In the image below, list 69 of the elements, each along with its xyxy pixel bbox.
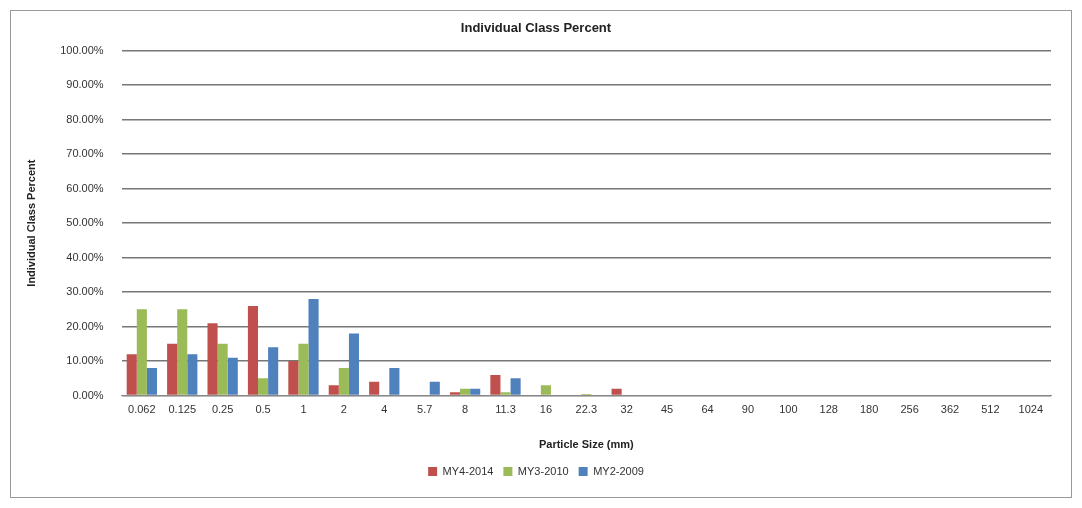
- bar: [177, 309, 188, 395]
- x-tick-label: 362: [940, 403, 960, 416]
- y-tick-label: 70.00%: [66, 147, 104, 160]
- bar: [126, 354, 137, 395]
- legend-label: MY4-2014: [442, 464, 494, 477]
- bar: [470, 388, 481, 395]
- x-tick-label: 0.125: [168, 403, 196, 416]
- x-tick-label: 2: [340, 403, 347, 416]
- x-axis-title: Particle Size (mm): [538, 438, 635, 451]
- y-tick-label: 100.00%: [60, 43, 104, 56]
- x-tick-label: 0.5: [255, 403, 271, 416]
- x-tick-label: 32: [620, 403, 633, 416]
- y-axis-title: Individual Class Percent: [24, 159, 37, 287]
- bar: [460, 388, 471, 395]
- y-tick-label: 90.00%: [66, 78, 104, 91]
- y-tick-label: 50.00%: [66, 216, 104, 229]
- x-tick-label: 64: [701, 403, 714, 416]
- bar: [611, 388, 622, 395]
- x-tick-label: 180: [859, 403, 879, 416]
- bar: [369, 381, 380, 395]
- y-tick-label: 80.00%: [66, 112, 104, 125]
- x-tick-label: 16: [539, 403, 553, 416]
- x-tick-label: 22.3: [575, 403, 598, 416]
- chart-title: Individual Class Percent: [460, 20, 612, 36]
- x-tick-label: 11.3: [495, 403, 516, 416]
- x-tick-label: 100: [779, 403, 798, 416]
- legend-label: MY2-2009: [593, 464, 644, 477]
- bar: [490, 374, 501, 395]
- y-tick-label: 60.00%: [66, 181, 104, 194]
- bar: [207, 323, 218, 395]
- bar: [348, 333, 360, 395]
- x-tick-label: 1024: [1018, 403, 1044, 416]
- legend-label: MY3-2010: [517, 464, 569, 477]
- bar: [247, 305, 258, 395]
- x-tick-label: 8: [462, 403, 469, 416]
- bar: [227, 357, 238, 395]
- y-tick-label: 40.00%: [66, 250, 104, 263]
- x-tick-label: 256: [900, 403, 919, 416]
- bar: [187, 354, 198, 395]
- bar: [429, 381, 440, 395]
- x-tick-label: 90: [741, 403, 755, 416]
- x-tick-label: 128: [819, 403, 838, 416]
- y-tick-label: 10.00%: [66, 354, 104, 367]
- x-tick-label: 4: [381, 403, 388, 416]
- bar: [500, 392, 511, 395]
- x-tick-label: 1: [300, 403, 307, 416]
- x-tick-label: 512: [981, 403, 1000, 416]
- x-tick-label: 0.062: [128, 403, 156, 416]
- bar: [288, 361, 299, 395]
- bar: [146, 368, 157, 395]
- bar: [167, 343, 178, 395]
- x-tick-label: 5.7: [417, 403, 433, 416]
- x-tick-label: 45: [661, 403, 674, 416]
- bar: [268, 347, 279, 395]
- bar: [136, 309, 147, 395]
- bar: [328, 385, 339, 395]
- bar: [510, 378, 521, 395]
- bar: [449, 392, 461, 395]
- bar: [298, 343, 309, 395]
- bar: [258, 378, 269, 395]
- x-tick-label: 0.25: [211, 403, 234, 416]
- y-tick-label: 0.00%: [72, 388, 104, 401]
- y-tick-label: 30.00%: [66, 285, 104, 298]
- bar: [540, 385, 551, 395]
- y-tick-label: 20.00%: [66, 319, 104, 332]
- bar: [389, 368, 400, 395]
- bar: [308, 299, 319, 395]
- bar: [338, 368, 349, 395]
- bar: [217, 343, 228, 395]
